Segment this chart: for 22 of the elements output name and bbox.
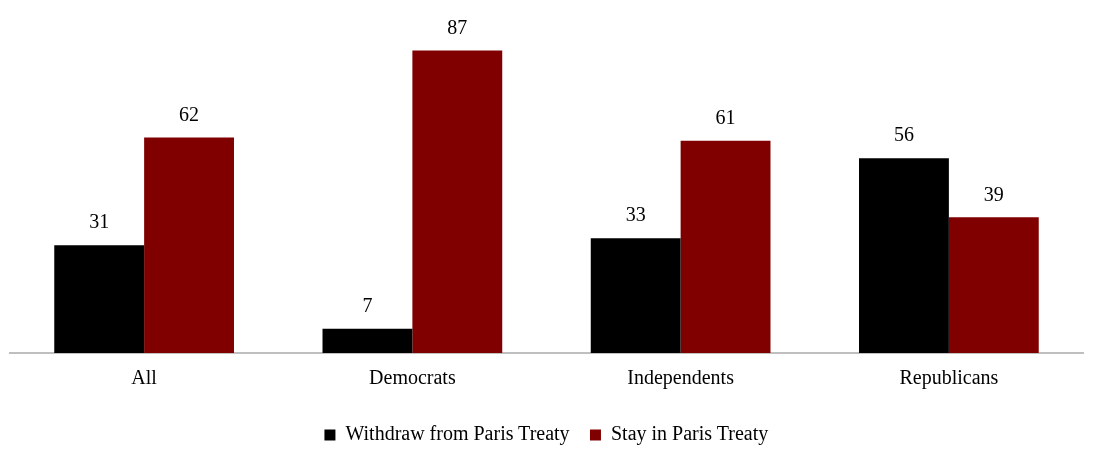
- x-tick-label: Democrats: [369, 366, 456, 389]
- data-label: 87: [447, 15, 468, 38]
- data-label: 61: [715, 106, 736, 129]
- x-tick-label: Republicans: [899, 366, 999, 390]
- data-label: 39: [983, 182, 1004, 205]
- bar: [948, 217, 1039, 353]
- data-label: 7: [362, 293, 373, 316]
- data-label: 31: [89, 210, 110, 233]
- legend-label: Stay in Paris Treaty: [610, 422, 769, 446]
- bar: [322, 328, 413, 353]
- data-label: 33: [625, 203, 646, 226]
- legend-label: Withdraw from Paris Treaty: [345, 422, 570, 446]
- x-tick-label: Independents: [627, 366, 735, 390]
- data-label: 62: [179, 102, 200, 125]
- bar: [54, 245, 145, 353]
- bar: [412, 50, 503, 353]
- bar: [144, 137, 234, 353]
- bar: [859, 158, 949, 353]
- bar: [680, 140, 771, 353]
- data-label: 56: [893, 123, 914, 146]
- x-tick-label: All: [131, 366, 158, 389]
- bar: [590, 238, 681, 353]
